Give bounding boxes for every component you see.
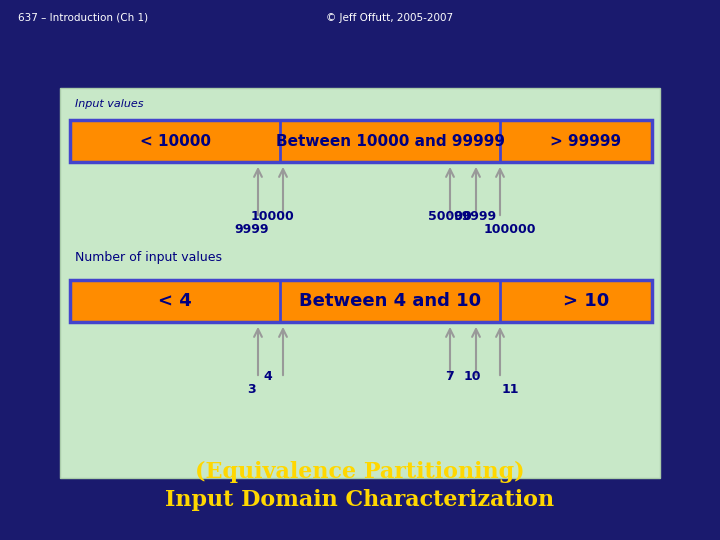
Text: 10000: 10000 <box>250 210 294 223</box>
Bar <box>60 88 660 478</box>
Text: 50000: 50000 <box>428 210 472 223</box>
Text: > 10: > 10 <box>563 292 609 310</box>
Text: 7: 7 <box>446 370 454 383</box>
Text: 3: 3 <box>248 383 256 396</box>
Text: > 99999: > 99999 <box>550 133 621 148</box>
Text: 100000: 100000 <box>484 223 536 236</box>
Bar <box>70 280 652 322</box>
Text: Input values: Input values <box>75 99 143 109</box>
Text: Between 10000 and 99999: Between 10000 and 99999 <box>276 133 505 148</box>
Text: Between 4 and 10: Between 4 and 10 <box>299 292 481 310</box>
Text: 637 – Introduction (Ch 1): 637 – Introduction (Ch 1) <box>18 13 148 23</box>
Text: © Jeff Offutt, 2005-2007: © Jeff Offutt, 2005-2007 <box>326 13 454 23</box>
Text: (Equivalence Partitioning): (Equivalence Partitioning) <box>195 461 525 483</box>
Text: 9999: 9999 <box>235 223 269 236</box>
Text: 99999: 99999 <box>454 210 497 223</box>
Text: < 4: < 4 <box>158 292 192 310</box>
Text: Number of input values: Number of input values <box>75 252 222 265</box>
Text: Input Domain Characterization: Input Domain Characterization <box>166 489 554 511</box>
Text: 11: 11 <box>501 383 518 396</box>
Text: < 10000: < 10000 <box>140 133 210 148</box>
Text: 4: 4 <box>264 370 272 383</box>
Bar <box>70 120 652 162</box>
Text: 10: 10 <box>463 370 481 383</box>
